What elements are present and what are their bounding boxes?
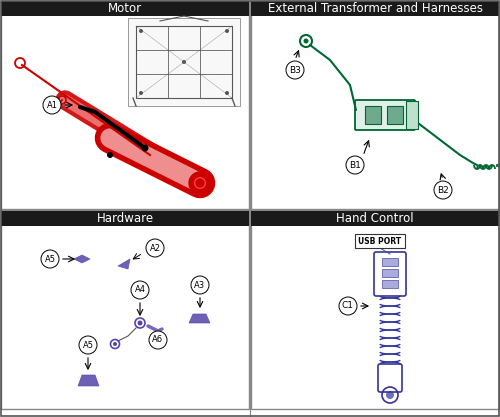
- Circle shape: [107, 152, 113, 158]
- Text: External Transformer and Harnesses: External Transformer and Harnesses: [268, 2, 482, 15]
- Circle shape: [139, 91, 143, 95]
- Bar: [1, 1, 249, 16]
- Text: C1: C1: [342, 301, 354, 311]
- Circle shape: [304, 38, 308, 43]
- Circle shape: [189, 172, 211, 194]
- Text: A2: A2: [150, 244, 160, 253]
- Circle shape: [194, 177, 206, 189]
- Circle shape: [131, 281, 149, 299]
- Text: A1: A1: [46, 100, 58, 110]
- Circle shape: [43, 96, 61, 114]
- Circle shape: [139, 29, 143, 33]
- Circle shape: [286, 61, 304, 79]
- FancyBboxPatch shape: [355, 100, 415, 130]
- Circle shape: [339, 297, 357, 315]
- Bar: [382, 258, 398, 266]
- Bar: [251, 211, 499, 226]
- Polygon shape: [74, 255, 90, 263]
- Bar: [365, 106, 381, 124]
- Circle shape: [434, 181, 452, 199]
- Text: A4: A4: [134, 286, 145, 294]
- Bar: [128, 18, 240, 106]
- Bar: [365, 106, 381, 124]
- Text: A6: A6: [152, 336, 164, 344]
- Bar: [387, 106, 403, 124]
- Text: A3: A3: [194, 281, 205, 289]
- Text: Hand Control: Hand Control: [336, 212, 414, 225]
- Bar: [355, 234, 405, 248]
- Polygon shape: [118, 259, 130, 269]
- Text: B3: B3: [289, 65, 301, 75]
- Text: Motor: Motor: [108, 2, 142, 15]
- Bar: [382, 269, 398, 277]
- Circle shape: [191, 276, 209, 294]
- Circle shape: [346, 156, 364, 174]
- Circle shape: [149, 331, 167, 349]
- Circle shape: [225, 29, 229, 33]
- Bar: [406, 101, 418, 129]
- Circle shape: [196, 179, 204, 187]
- Circle shape: [138, 321, 142, 326]
- Bar: [382, 280, 398, 288]
- Bar: [1, 1, 249, 209]
- Circle shape: [386, 391, 394, 399]
- Polygon shape: [78, 375, 99, 386]
- Circle shape: [142, 145, 148, 151]
- Bar: [1, 211, 249, 409]
- Circle shape: [113, 342, 117, 346]
- Bar: [1, 211, 249, 226]
- Circle shape: [79, 336, 97, 354]
- FancyBboxPatch shape: [378, 364, 402, 392]
- Text: Hardware: Hardware: [96, 212, 154, 225]
- Bar: [251, 1, 499, 209]
- Bar: [387, 106, 403, 124]
- Text: USB PORT: USB PORT: [358, 236, 402, 246]
- Circle shape: [182, 60, 186, 64]
- Text: B2: B2: [437, 186, 449, 194]
- Text: B1: B1: [349, 161, 361, 169]
- Bar: [251, 211, 499, 409]
- Circle shape: [146, 239, 164, 257]
- Polygon shape: [189, 314, 210, 323]
- Circle shape: [225, 91, 229, 95]
- Bar: [251, 1, 499, 16]
- Text: A5: A5: [44, 254, 56, 264]
- Circle shape: [41, 250, 59, 268]
- Text: A5: A5: [82, 341, 94, 349]
- FancyBboxPatch shape: [374, 252, 406, 296]
